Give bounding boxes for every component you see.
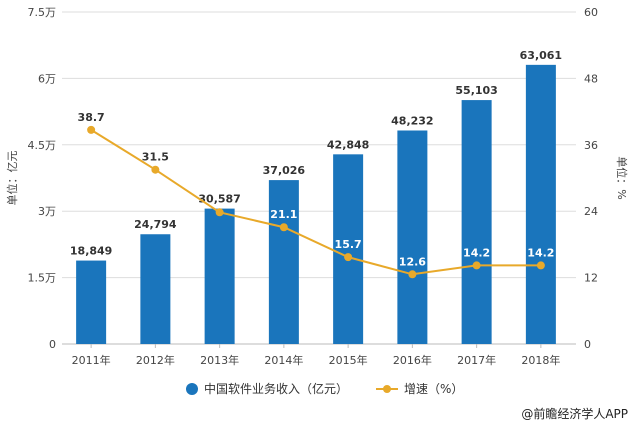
legend-line-icon — [376, 384, 399, 394]
y-right-tick: 12 — [584, 272, 598, 285]
line-data-label: 21.1 — [270, 208, 297, 221]
y-right-label: 单位：% — [615, 156, 629, 199]
line-point — [215, 208, 224, 217]
bar-data-label: 37,026 — [263, 164, 306, 177]
legend-bar-label: 中国软件业务收入（亿元） — [204, 382, 349, 396]
growth-line — [90, 129, 541, 276]
line-point — [536, 261, 545, 270]
y-left-tick: 1.5万 — [28, 272, 57, 285]
y-left-label: 单位：亿元 — [5, 151, 19, 206]
line-point — [151, 165, 160, 174]
line-point — [279, 223, 288, 232]
line-data-label: 14.2 — [527, 246, 554, 259]
bar — [268, 180, 299, 344]
bar — [140, 234, 171, 344]
line-data-label: 14.2 — [463, 246, 490, 259]
bar — [397, 130, 428, 344]
y-left-tick: 4.5万 — [28, 139, 57, 152]
bar-data-label: 55,103 — [455, 84, 497, 97]
bar-data-label: 48,232 — [391, 114, 433, 127]
credit: @前瞻经济学人APP — [521, 407, 628, 421]
y-left-tick: 7.5万 — [28, 6, 57, 19]
x-tick-label: 2012年 — [136, 353, 175, 367]
y-right-tick: 0 — [584, 338, 591, 351]
line-point — [344, 253, 353, 262]
bar — [204, 208, 235, 344]
line-data-label: 15.7 — [335, 238, 362, 251]
y-right-tick: 60 — [584, 6, 598, 19]
x-tick-label: 2011年 — [72, 353, 111, 367]
y-left-tick: 6万 — [38, 72, 56, 85]
bar-data-label: 18,849 — [70, 245, 112, 258]
bar-data-label: 63,061 — [520, 49, 562, 62]
y-right-tick: 36 — [584, 139, 598, 152]
bar-data-label: 30,587 — [198, 193, 240, 206]
legend-bar-icon — [186, 382, 198, 395]
x-tick-label: 2018年 — [521, 353, 560, 367]
bar — [76, 260, 107, 344]
x-tick-label: 2016年 — [393, 353, 432, 367]
line-point — [472, 261, 481, 270]
x-tick-label: 2015年 — [329, 353, 368, 367]
line-data-label: 38.7 — [78, 111, 105, 124]
line-point — [87, 125, 96, 134]
line-point — [408, 270, 417, 279]
x-tick-label: 2014年 — [264, 353, 303, 367]
bar — [333, 154, 364, 344]
legend: 中国软件业务收入（亿元） 增速（%） — [186, 380, 463, 397]
y-left-tick: 3万 — [38, 205, 56, 218]
bar-data-label: 42,848 — [327, 138, 369, 151]
bar — [525, 64, 556, 344]
line-data-label: 12.6 — [399, 255, 426, 268]
x-tick-label: 2013年 — [200, 353, 239, 367]
y-right-tick: 48 — [584, 72, 598, 85]
bar-data-label: 24,794 — [134, 218, 177, 231]
legend-line-label: 增速（%） — [404, 382, 464, 396]
line-data-label: 31.5 — [142, 151, 169, 164]
bar — [461, 100, 492, 344]
y-right-tick: 24 — [584, 205, 598, 218]
x-tick-label: 2017年 — [457, 353, 496, 367]
y-left-tick: 0 — [49, 338, 56, 351]
